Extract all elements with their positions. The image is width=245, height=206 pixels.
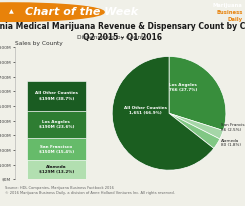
Text: San Francisco
66 (2.5%): San Francisco 66 (2.5%)	[221, 123, 245, 132]
Wedge shape	[169, 56, 226, 130]
Text: Los Angeles
766 (27.7%): Los Angeles 766 (27.7%)	[169, 83, 197, 92]
Bar	[27, 160, 86, 179]
Circle shape	[0, 3, 104, 21]
Bar	[27, 81, 86, 110]
Text: Dispensaries by County: Dispensaries by County	[77, 35, 147, 40]
Text: All Other Counties
$199M (38.7%): All Other Counties $199M (38.7%)	[35, 91, 78, 100]
Bar	[27, 110, 86, 138]
Wedge shape	[112, 56, 214, 170]
Bar	[27, 138, 86, 160]
Text: All Other Counties
1,651 (66.9%): All Other Counties 1,651 (66.9%)	[124, 106, 167, 115]
Text: Marijuana: Marijuana	[213, 3, 243, 8]
Text: California Medical Marijuana Revenue & Dispensary Count by County:
Q2 2015 - Q1 : California Medical Marijuana Revenue & D…	[0, 22, 245, 42]
Text: Source: HDL Companies, Marijuana Business Factbook 2016
© 2016 Marijuana Busines: Source: HDL Companies, Marijuana Busines…	[5, 186, 175, 195]
Text: Alameda
80 (1.8%): Alameda 80 (1.8%)	[221, 139, 241, 147]
Text: Sales by County: Sales by County	[15, 41, 62, 46]
Wedge shape	[169, 113, 223, 139]
Text: Daily: Daily	[228, 18, 243, 22]
Wedge shape	[169, 113, 220, 148]
Text: Alameda
$129M (13.2%): Alameda $129M (13.2%)	[39, 165, 74, 174]
Text: Los Angeles
$190M (23.6%): Los Angeles $190M (23.6%)	[39, 120, 74, 129]
Text: Chart of the Week: Chart of the Week	[24, 7, 138, 17]
Text: San Francisco
$150M (15.4%): San Francisco $150M (15.4%)	[39, 145, 74, 154]
Text: Business: Business	[216, 10, 243, 15]
Text: ▲: ▲	[9, 10, 13, 15]
